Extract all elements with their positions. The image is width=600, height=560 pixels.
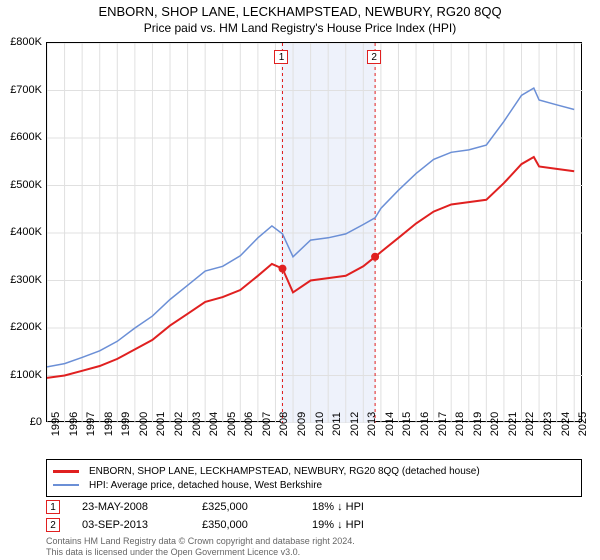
legend-swatch: [53, 484, 79, 486]
x-tick-label: 2023: [542, 412, 554, 436]
x-tick-label: 2007: [261, 412, 273, 436]
x-tick-label: 2018: [454, 412, 466, 436]
footer-line: This data is licensed under the Open Gov…: [46, 547, 355, 558]
y-tick-label: £800K: [10, 36, 42, 48]
legend-row: ENBORN, SHOP LANE, LECKHAMPSTEAD, NEWBUR…: [53, 464, 575, 478]
x-tick-label: 2006: [243, 412, 255, 436]
x-tick-label: 2002: [173, 412, 185, 436]
x-tick-label: 2011: [331, 412, 343, 436]
footer-line: Contains HM Land Registry data © Crown c…: [46, 536, 355, 547]
x-tick-label: 2012: [349, 412, 361, 436]
sales-table: 1 23-MAY-2008 £325,000 18% ↓ HPI 2 03-SE…: [46, 498, 432, 534]
chart-subtitle: Price paid vs. HM Land Registry's House …: [0, 21, 600, 35]
x-tick-label: 2022: [524, 412, 536, 436]
x-tick-label: 2016: [419, 412, 431, 436]
x-tick-label: 1995: [50, 412, 62, 436]
x-tick-label: 2019: [472, 412, 484, 436]
y-tick-label: £400K: [10, 226, 42, 238]
x-tick-label: 2000: [138, 412, 150, 436]
legend-swatch: [53, 470, 79, 473]
title-block: ENBORN, SHOP LANE, LECKHAMPSTEAD, NEWBUR…: [0, 0, 600, 35]
y-tick-label: £100K: [10, 369, 42, 381]
sale-date: 23-MAY-2008: [82, 501, 202, 513]
sale-row: 2 03-SEP-2013 £350,000 19% ↓ HPI: [46, 516, 432, 534]
chart-marker-label: 2: [367, 50, 381, 64]
x-tick-label: 2009: [296, 412, 308, 436]
sale-marker-icon: 2: [46, 518, 60, 532]
x-tick-label: 2013: [366, 412, 378, 436]
sale-price: £325,000: [202, 501, 312, 513]
sale-date: 03-SEP-2013: [82, 519, 202, 531]
y-tick-label: £300K: [10, 274, 42, 286]
x-tick-label: 2021: [507, 412, 519, 436]
x-tick-label: 2020: [489, 412, 501, 436]
x-tick-label: 2014: [384, 412, 396, 436]
legend: ENBORN, SHOP LANE, LECKHAMPSTEAD, NEWBUR…: [46, 459, 582, 497]
x-tick-label: 1996: [68, 412, 80, 436]
x-tick-label: 2008: [278, 412, 290, 436]
sale-row: 1 23-MAY-2008 £325,000 18% ↓ HPI: [46, 498, 432, 516]
x-tick-label: 2025: [577, 412, 589, 436]
footer: Contains HM Land Registry data © Crown c…: [46, 536, 355, 558]
x-tick-label: 1998: [103, 412, 115, 436]
sale-marker-icon: 1: [46, 500, 60, 514]
y-tick-label: £200K: [10, 321, 42, 333]
x-tick-label: 2004: [208, 412, 220, 436]
y-tick-label: £700K: [10, 84, 42, 96]
x-tick-label: 2015: [401, 412, 413, 436]
plot-area: [46, 42, 582, 422]
legend-label: ENBORN, SHOP LANE, LECKHAMPSTEAD, NEWBUR…: [89, 466, 480, 477]
plot-svg: [47, 43, 583, 423]
legend-label: HPI: Average price, detached house, West…: [89, 480, 322, 491]
chart-marker-label: 1: [274, 50, 288, 64]
x-tick-label: 2003: [191, 412, 203, 436]
y-tick-label: £500K: [10, 179, 42, 191]
chart-container: ENBORN, SHOP LANE, LECKHAMPSTEAD, NEWBUR…: [0, 0, 600, 560]
sale-price: £350,000: [202, 519, 312, 531]
sale-diff: 18% ↓ HPI: [312, 501, 432, 513]
x-tick-label: 2005: [226, 412, 238, 436]
legend-row: HPI: Average price, detached house, West…: [53, 478, 575, 492]
sale-diff: 19% ↓ HPI: [312, 519, 432, 531]
chart-title: ENBORN, SHOP LANE, LECKHAMPSTEAD, NEWBUR…: [0, 4, 600, 19]
x-tick-label: 2017: [437, 412, 449, 436]
y-tick-label: £0: [30, 416, 42, 428]
y-tick-label: £600K: [10, 131, 42, 143]
x-tick-label: 2024: [560, 412, 572, 436]
x-tick-label: 2010: [314, 412, 326, 436]
x-tick-label: 1997: [85, 412, 97, 436]
x-tick-label: 2001: [155, 412, 167, 436]
x-tick-label: 1999: [120, 412, 132, 436]
